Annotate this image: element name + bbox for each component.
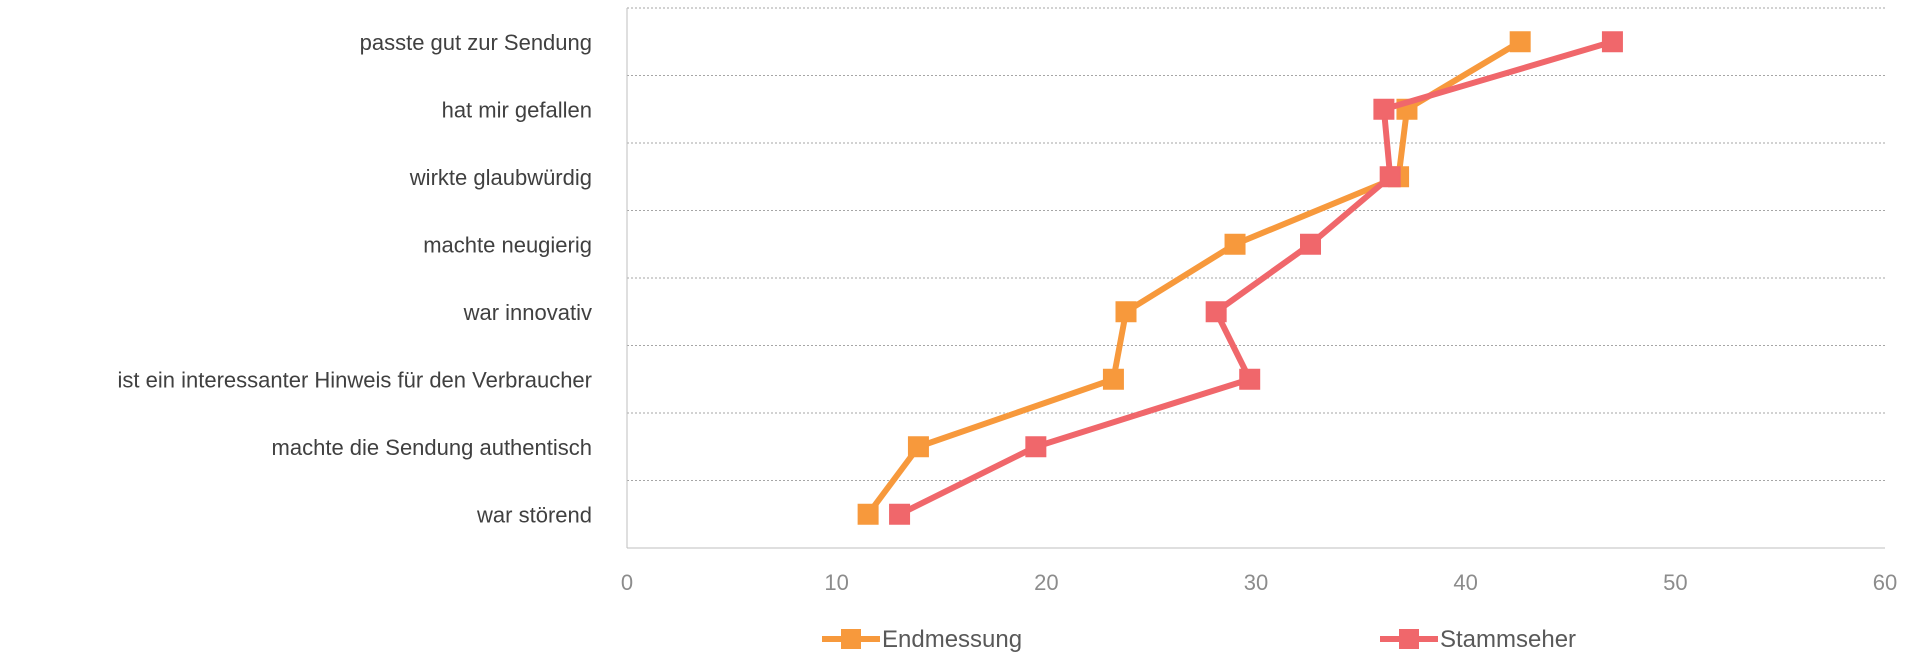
x-tick-label: 50	[1663, 570, 1687, 595]
data-point	[1115, 301, 1137, 323]
legend-item: Stammseher	[1380, 626, 1576, 652]
series-layer	[857, 31, 1623, 525]
series-2	[889, 31, 1623, 525]
data-point	[1224, 233, 1246, 255]
series-1	[857, 31, 1531, 525]
legend-label: Stammseher	[1440, 626, 1576, 652]
data-point	[1239, 368, 1261, 390]
data-point	[1509, 31, 1531, 53]
category-label: passte gut zur Sendung	[360, 30, 592, 55]
legend: Endmessung Stammseher	[822, 626, 1576, 652]
legend-item: Endmessung	[822, 626, 1022, 652]
data-point	[889, 503, 911, 525]
series-line	[865, 39, 1522, 517]
category-label: wirkte glaubwürdig	[409, 165, 592, 190]
series-line	[898, 38, 1614, 517]
x-tick-label: 40	[1453, 570, 1477, 595]
x-tick-label: 20	[1034, 570, 1058, 595]
category-label: machte neugierig	[423, 232, 592, 257]
category-label: war störend	[476, 502, 592, 527]
data-point	[1025, 436, 1047, 458]
x-tick-labels: 0 10 20 30 40 50 60	[621, 570, 1897, 595]
data-point	[1373, 98, 1395, 120]
x-tick-label: 0	[621, 570, 633, 595]
data-point	[1379, 166, 1401, 188]
category-label: war innovativ	[463, 300, 592, 325]
legend-marker	[1399, 629, 1419, 649]
gridlines	[627, 7, 1885, 481]
data-point	[857, 503, 879, 525]
x-tick-label: 10	[824, 570, 848, 595]
data-point	[1300, 233, 1322, 255]
x-tick-label: 60	[1873, 570, 1897, 595]
category-label: hat mir gefallen	[442, 97, 592, 122]
legend-marker	[841, 629, 861, 649]
legend-label: Endmessung	[882, 626, 1022, 652]
category-labels: passte gut zur Sendung hat mir gefallen wi…	[118, 30, 592, 528]
axes	[626, 8, 1885, 549]
category-label: machte die Sendung authentisch	[272, 435, 592, 460]
data-point	[1205, 301, 1227, 323]
data-point	[907, 436, 929, 458]
data-point	[1601, 31, 1623, 53]
category-label: ist ein interessanter Hinweis für den Ve…	[118, 367, 592, 392]
data-point	[1102, 368, 1124, 390]
x-tick-label: 30	[1244, 570, 1268, 595]
